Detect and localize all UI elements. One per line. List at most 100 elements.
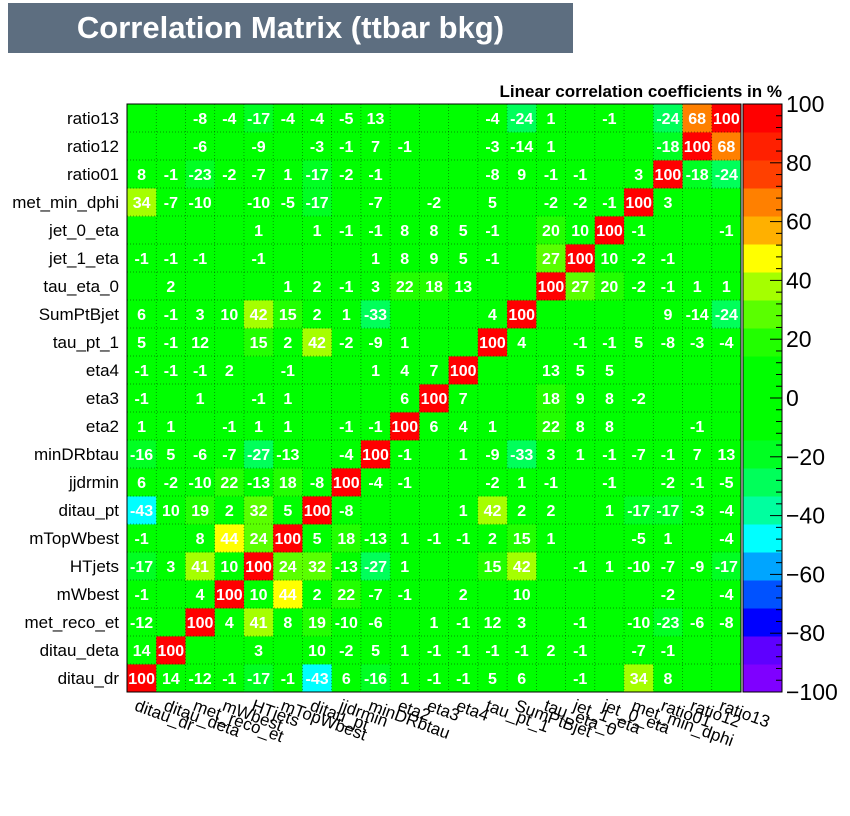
y-tick-label: ratio01 — [67, 165, 119, 184]
colorbar-tick-label: −60 — [786, 561, 825, 587]
heatmap-cell-SumPtBjet-ditau_dr — [127, 300, 157, 329]
heatmap-cell-jjdrmin-jet_1_eta — [565, 468, 596, 497]
heatmap-cell-jet_1_eta-mTopWbest — [273, 244, 303, 273]
heatmap-cell-ratio12-mTopWbest — [273, 132, 303, 161]
y-tick-label: SumPtBjet — [39, 305, 120, 324]
cell-value-label: -5 — [339, 111, 353, 128]
colorbar-segment — [743, 188, 782, 217]
heatmap-cell-ditau_deta-jjdrmin — [331, 636, 362, 665]
heatmap-cell-ditau_pt-ditau_deta — [156, 496, 186, 525]
cell-value-label: -1 — [135, 251, 149, 268]
cell-value-label: -7 — [222, 447, 236, 464]
heatmap-cell-eta2-tau_pt_1 — [477, 412, 508, 441]
cell-value-label: 1 — [254, 419, 263, 436]
heatmap-cell-ditau_pt-SumPtBjet — [507, 496, 537, 525]
heatmap-cell-jjdrmin-ditau_pt — [302, 468, 333, 497]
cell-value-label: 15 — [279, 307, 297, 324]
heatmap-cell-HTjets-jet_1_eta — [565, 552, 596, 581]
cell-value-label: 100 — [158, 643, 185, 660]
cell-value-label: -7 — [368, 587, 382, 604]
cell-value-label: -24 — [656, 111, 679, 128]
heatmap-cell-eta2-ditau_dr — [127, 412, 157, 441]
cell-value-label: 42 — [484, 503, 502, 520]
cell-value-label: 3 — [634, 167, 643, 184]
cell-value-label: -1 — [456, 671, 470, 688]
cell-value-label: 1 — [283, 391, 292, 408]
heatmap-cell-tau_eta_0-tau_pt_1 — [477, 272, 508, 301]
heatmap-cell-mTopWbest-eta3 — [419, 524, 450, 553]
heatmap-cell-eta4-ditau_dr — [127, 356, 157, 385]
cell-value-label: 7 — [430, 363, 439, 380]
colorbar-segment — [743, 300, 782, 329]
cell-value-label: -3 — [310, 139, 324, 156]
heatmap-cell-ditau_dr-eta3 — [419, 664, 450, 693]
cell-value-label: -7 — [661, 559, 675, 576]
heatmap-cell-ratio13-mTopWbest — [273, 104, 303, 133]
heatmap-cell-eta3-jet_1_eta — [565, 384, 596, 413]
cell-value-label: 8 — [663, 671, 672, 688]
heatmap-cell-mTopWbest-met_reco_et — [185, 524, 216, 553]
cell-value-label: -10 — [189, 475, 212, 492]
cell-value-label: -9 — [368, 335, 382, 352]
heatmap-cell-eta2-jet_1_eta — [565, 412, 596, 441]
cell-value-label: 1 — [605, 559, 614, 576]
heatmap-cell-jet_1_eta-eta2 — [390, 244, 420, 273]
heatmap-cells — [127, 104, 742, 693]
heatmap-cell-ditau_pt-tau_pt_1 — [477, 496, 508, 525]
y-tick-label: eta4 — [86, 361, 119, 380]
heatmap-cell-ditau_pt-mWbest — [214, 496, 245, 525]
cell-value-label: -1 — [164, 251, 178, 268]
heatmap-cell-minDRbtau-minDRbtau — [360, 440, 391, 469]
cell-value-label: -1 — [281, 671, 295, 688]
heatmap-cell-eta3-eta4 — [448, 384, 479, 413]
heatmap-cell-SumPtBjet-mTopWbest — [273, 300, 303, 329]
heatmap-cell-ratio01-tau_pt_1 — [477, 160, 508, 189]
cell-value-label: 5 — [459, 223, 468, 240]
colorbar-segment — [743, 440, 782, 469]
heatmap-cell-eta3-ditau_pt — [302, 384, 333, 413]
heatmap-cell-met_reco_et-ditau_pt — [302, 608, 333, 637]
cell-value-label: 8 — [283, 615, 292, 632]
heatmap-cell-HTjets-jjdrmin — [331, 552, 362, 581]
cell-value-label: 100 — [567, 251, 594, 268]
cell-value-label: 24 — [279, 559, 297, 576]
heatmap-cell-mWbest-jet_0_eta — [594, 580, 625, 609]
heatmap-cell-met_reco_et-tau_eta_0 — [536, 608, 566, 637]
heatmap-cell-mWbest-eta3 — [419, 580, 450, 609]
cell-value-label: -1 — [456, 615, 470, 632]
heatmap-cell-eta3-ditau_deta — [156, 384, 186, 413]
cell-value-label: 12 — [484, 615, 502, 632]
heatmap-cell-tau_eta_0-HTjets — [243, 272, 274, 301]
heatmap-cell-tau_pt_1-ratio12 — [682, 328, 713, 357]
heatmap-cell-tau_eta_0-ditau_dr — [127, 272, 157, 301]
cell-value-label: 5 — [605, 363, 614, 380]
cell-value-label: 2 — [313, 587, 322, 604]
heatmap-cell-ratio01-eta2 — [390, 160, 420, 189]
heatmap-cell-ditau_dr-ditau_pt — [302, 664, 333, 693]
heatmap-cell-eta3-mWbest — [214, 384, 245, 413]
heatmap-cell-SumPtBjet-jjdrmin — [331, 300, 362, 329]
heatmap-cell-ratio01-jet_1_eta — [565, 160, 596, 189]
cell-value-label: 18 — [337, 531, 355, 548]
heatmap-cell-ratio12-ratio13 — [711, 132, 742, 161]
heatmap-cell-ditau_pt-eta3 — [419, 496, 450, 525]
cell-value-label: -27 — [247, 447, 270, 464]
cell-value-label: 4 — [225, 615, 234, 632]
heatmap-cell-tau_eta_0-met_reco_et — [185, 272, 216, 301]
heatmap-cell-met_min_dphi-met_min_dphi — [624, 188, 654, 217]
cell-value-label: 10 — [250, 587, 268, 604]
cell-value-label: -17 — [305, 167, 328, 184]
heatmap-cell-mWbest-ratio12 — [682, 580, 713, 609]
heatmap-cell-met_min_dphi-eta3 — [419, 188, 450, 217]
cell-value-label: -17 — [130, 559, 153, 576]
colorbar-segment — [743, 468, 782, 497]
y-tick-labels: ditau_dr ditau_deta met_reco_et mWbest HTjet… — [12, 109, 119, 688]
heatmap-cell-minDRbtau-jjdrmin — [331, 440, 362, 469]
heatmap-cell-HTjets-ditau_dr — [127, 552, 157, 581]
heatmap-cell-minDRbtau-ditau_deta — [156, 440, 186, 469]
cell-value-label: -1 — [427, 531, 441, 548]
heatmap-cell-ratio12-ratio12 — [682, 132, 713, 161]
cell-value-label: 24 — [250, 531, 268, 548]
cell-value-label: -1 — [602, 447, 616, 464]
cell-value-label: 3 — [254, 643, 263, 660]
